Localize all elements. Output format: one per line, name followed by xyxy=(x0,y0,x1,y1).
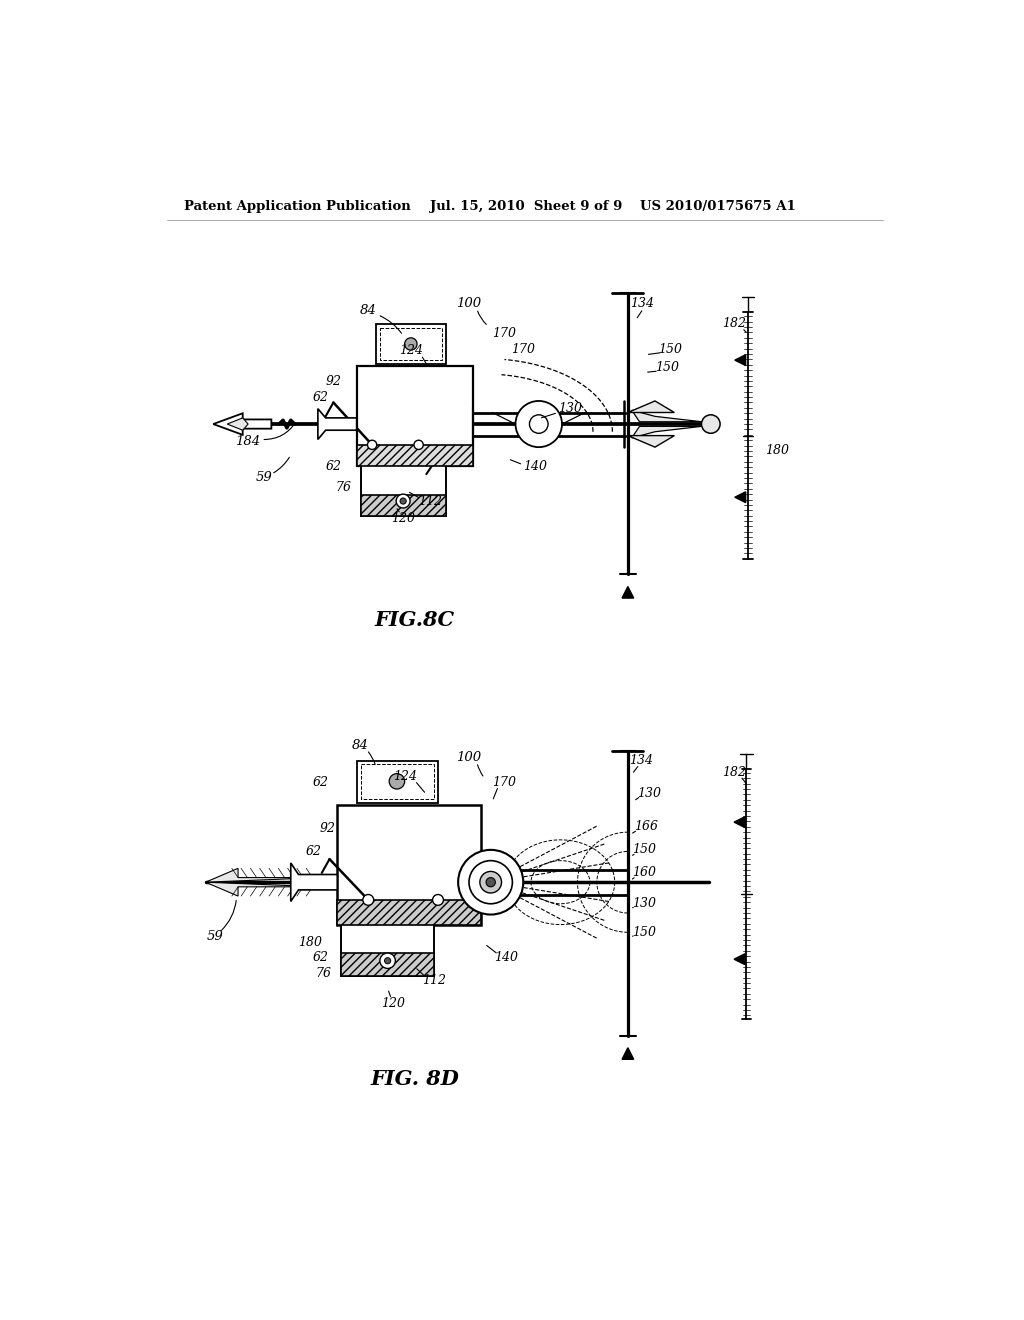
Bar xyxy=(360,764,434,799)
Polygon shape xyxy=(628,401,675,412)
Text: 184: 184 xyxy=(236,436,261,449)
Polygon shape xyxy=(735,492,745,503)
Text: 120: 120 xyxy=(391,512,415,525)
Polygon shape xyxy=(206,869,321,882)
Text: 112: 112 xyxy=(422,974,446,987)
Text: 130: 130 xyxy=(632,898,656,911)
Text: 130: 130 xyxy=(637,787,660,800)
Circle shape xyxy=(432,895,443,906)
Circle shape xyxy=(515,401,562,447)
Polygon shape xyxy=(628,436,675,447)
Text: 92: 92 xyxy=(319,822,336,834)
Bar xyxy=(376,323,445,364)
Circle shape xyxy=(701,414,720,433)
Text: FIG. 8D: FIG. 8D xyxy=(371,1069,459,1089)
Bar xyxy=(356,445,473,466)
Polygon shape xyxy=(734,817,744,828)
Bar xyxy=(356,760,438,803)
Polygon shape xyxy=(291,863,337,902)
Text: 140: 140 xyxy=(495,952,518,964)
Circle shape xyxy=(368,441,377,449)
Text: Jul. 15, 2010  Sheet 9 of 9: Jul. 15, 2010 Sheet 9 of 9 xyxy=(430,199,623,213)
Text: Patent Application Publication: Patent Application Publication xyxy=(183,199,411,213)
Circle shape xyxy=(385,958,391,964)
Text: 100: 100 xyxy=(457,751,481,764)
Bar xyxy=(341,915,434,977)
Bar xyxy=(356,367,473,466)
Polygon shape xyxy=(632,411,701,422)
Bar xyxy=(341,953,434,977)
Text: 180: 180 xyxy=(766,445,790,458)
Polygon shape xyxy=(213,413,271,434)
Text: 150: 150 xyxy=(632,843,656,857)
Text: 130: 130 xyxy=(558,403,582,416)
Text: US 2010/0175675 A1: US 2010/0175675 A1 xyxy=(640,199,796,213)
Polygon shape xyxy=(317,409,356,440)
Circle shape xyxy=(469,861,512,904)
Text: 92: 92 xyxy=(326,375,341,388)
Text: 120: 120 xyxy=(381,998,406,1010)
Circle shape xyxy=(486,878,496,887)
Bar xyxy=(360,459,445,516)
Text: 62: 62 xyxy=(312,391,329,404)
Text: 150: 150 xyxy=(658,343,683,356)
Bar xyxy=(380,327,442,360)
Circle shape xyxy=(396,494,410,508)
Text: 62: 62 xyxy=(326,459,341,473)
Polygon shape xyxy=(734,954,744,965)
Polygon shape xyxy=(632,426,701,438)
Text: 150: 150 xyxy=(632,925,656,939)
Text: 140: 140 xyxy=(523,459,547,473)
Bar xyxy=(360,495,445,516)
Text: 160: 160 xyxy=(632,866,656,879)
Text: 84: 84 xyxy=(359,305,377,317)
Text: 62: 62 xyxy=(312,952,329,964)
Text: 76: 76 xyxy=(315,966,332,979)
Polygon shape xyxy=(622,586,634,598)
Text: 62: 62 xyxy=(312,776,329,788)
Text: 76: 76 xyxy=(336,482,351,495)
Text: 124: 124 xyxy=(393,770,418,783)
Text: FIG.8C: FIG.8C xyxy=(375,610,455,631)
Text: 62: 62 xyxy=(306,845,322,858)
Text: 134: 134 xyxy=(629,754,653,767)
Circle shape xyxy=(529,414,548,433)
Text: 59: 59 xyxy=(207,929,224,942)
Text: 170: 170 xyxy=(492,776,516,788)
Text: 100: 100 xyxy=(457,297,481,310)
Circle shape xyxy=(389,774,404,789)
Circle shape xyxy=(458,850,523,915)
Text: 124: 124 xyxy=(399,345,423,358)
Text: 182: 182 xyxy=(722,317,746,330)
Polygon shape xyxy=(735,355,745,366)
Text: 84: 84 xyxy=(352,739,369,752)
Text: 112: 112 xyxy=(418,495,442,508)
Circle shape xyxy=(414,441,423,449)
Bar xyxy=(337,805,480,924)
Text: 170: 170 xyxy=(492,327,516,341)
Text: 170: 170 xyxy=(511,343,536,356)
Text: 180: 180 xyxy=(298,936,323,949)
Bar xyxy=(337,900,480,924)
Polygon shape xyxy=(622,1048,634,1059)
Text: 150: 150 xyxy=(654,362,679,375)
Polygon shape xyxy=(206,882,321,896)
Text: 134: 134 xyxy=(630,297,654,310)
Circle shape xyxy=(480,871,502,892)
Text: 166: 166 xyxy=(634,820,657,833)
Text: 182: 182 xyxy=(722,767,746,779)
Circle shape xyxy=(380,953,395,969)
Circle shape xyxy=(400,498,407,504)
Polygon shape xyxy=(227,418,248,430)
Text: 59: 59 xyxy=(255,471,272,484)
Circle shape xyxy=(404,338,417,350)
Circle shape xyxy=(362,895,374,906)
